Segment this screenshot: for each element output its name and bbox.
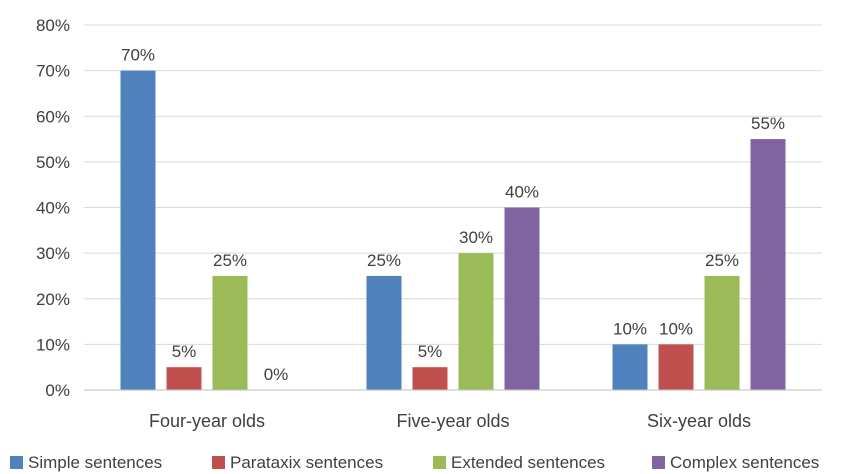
legend-label: Extended sentences [451,453,605,472]
data-label: 30% [459,228,493,247]
data-label: 25% [213,251,247,270]
y-tick-label: 0% [45,381,70,400]
data-label: 25% [705,251,739,270]
bar [704,275,740,390]
data-label: 25% [367,251,401,270]
bar [612,344,648,390]
gridlines [84,24,822,345]
y-axis-ticks: 0% 10% 20% 30% 40% 50% 60% 70% 80% [36,16,70,400]
legend-swatch [212,456,225,469]
data-label: 0% [264,365,289,384]
x-category-label: Four-year olds [149,411,265,431]
data-label: 70% [121,46,155,65]
y-tick-label: 70% [36,62,70,81]
bar [212,275,248,390]
legend-item: Extended sentences [433,453,605,472]
bar [412,367,448,390]
data-label: 55% [751,114,785,133]
legend-item: Complex sentences [652,453,819,472]
data-label: 5% [172,342,197,361]
legend-swatch [10,456,23,469]
x-axis-categories: Four-year olds Five-year olds Six-year old… [149,411,751,431]
legend-swatch [652,456,665,469]
y-tick-label: 80% [36,16,70,35]
bar [504,207,540,390]
y-tick-label: 60% [36,107,70,126]
bar [120,70,156,390]
x-category-label: Five-year olds [396,411,509,431]
y-tick-label: 50% [36,153,70,172]
data-label: 10% [613,319,647,338]
legend-item: Parataxix sentences [212,453,383,472]
data-label: 10% [659,319,693,338]
legend: Simple sentences Parataxix sentences Exten… [10,453,819,472]
y-tick-label: 10% [36,335,70,354]
legend-label: Parataxix sentences [230,453,383,472]
legend-label: Simple sentences [28,453,162,472]
legend-swatch [433,456,446,469]
bars [120,70,786,390]
y-tick-label: 40% [36,199,70,218]
data-label: 5% [418,342,443,361]
y-tick-label: 30% [36,244,70,263]
x-category-label: Six-year olds [647,411,751,431]
data-label: 40% [505,183,539,202]
bar [166,367,202,390]
bar [366,275,402,390]
legend-label: Complex sentences [670,453,819,472]
y-tick-label: 20% [36,290,70,309]
bar [658,344,694,390]
data-labels: 70% 5% 25% 0% 25% 5% 30% 40% 10% 10% 25% 55% [121,46,785,384]
bar [458,253,494,390]
bar [750,139,786,390]
legend-item: Simple sentences [10,453,162,472]
